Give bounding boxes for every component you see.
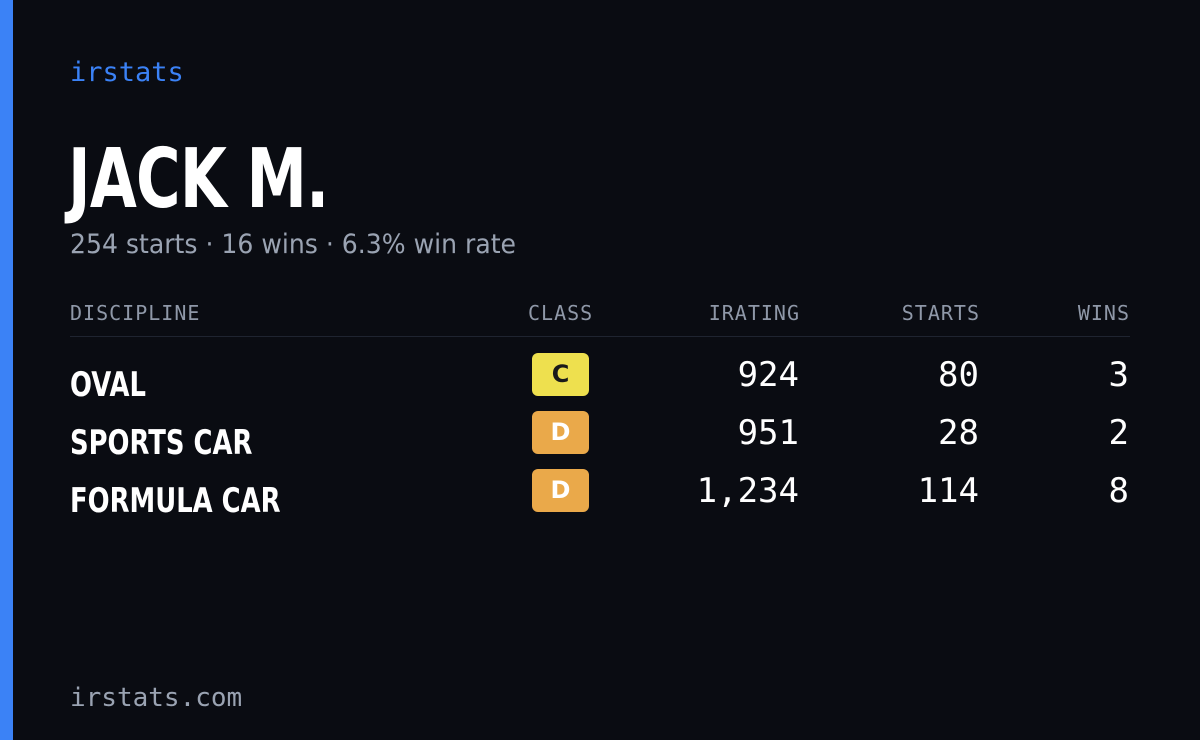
discipline-name: FORMULA CAR	[70, 481, 281, 521]
wins-value: 8	[1108, 471, 1129, 511]
header-irating: IRATING	[708, 301, 800, 325]
table-body: OVAL C 924 80 3 SPORTS CAR D 951 28 2 FO…	[70, 337, 1130, 527]
header-discipline: DISCIPLINE	[70, 301, 201, 325]
discipline-table: DISCIPLINE CLASS IRATING STARTS WINS OVA…	[70, 298, 1130, 527]
wins-value: 2	[1108, 413, 1129, 453]
player-summary: 254 starts · 16 wins · 6.3% win rate	[70, 229, 517, 260]
table-row: FORMULA CAR D 1,234 114 8	[70, 469, 1130, 527]
table-row: SPORTS CAR D 951 28 2	[70, 411, 1130, 469]
table-header: DISCIPLINE CLASS IRATING STARTS WINS	[70, 298, 1130, 337]
irating-value: 1,234	[696, 471, 799, 511]
header-wins: WINS	[1077, 301, 1130, 325]
brand-logo: irstats	[70, 57, 184, 88]
discipline-name: OVAL	[70, 365, 146, 405]
accent-bar	[0, 0, 13, 740]
wins-value: 3	[1108, 355, 1129, 395]
starts-value: 80	[938, 355, 979, 395]
irating-value: 924	[737, 355, 799, 395]
header-starts: STARTS	[901, 301, 980, 325]
irating-value: 951	[737, 413, 799, 453]
header-class: CLASS	[528, 301, 594, 325]
discipline-name: SPORTS CAR	[70, 423, 253, 463]
starts-value: 114	[917, 471, 979, 511]
class-badge: D	[532, 411, 589, 454]
table-row: OVAL C 924 80 3	[70, 353, 1130, 411]
class-badge: C	[532, 353, 589, 396]
footer-url: irstats.com	[70, 683, 243, 713]
starts-value: 28	[938, 413, 979, 453]
player-name: JACK M.	[68, 132, 329, 227]
class-badge: D	[532, 469, 589, 512]
